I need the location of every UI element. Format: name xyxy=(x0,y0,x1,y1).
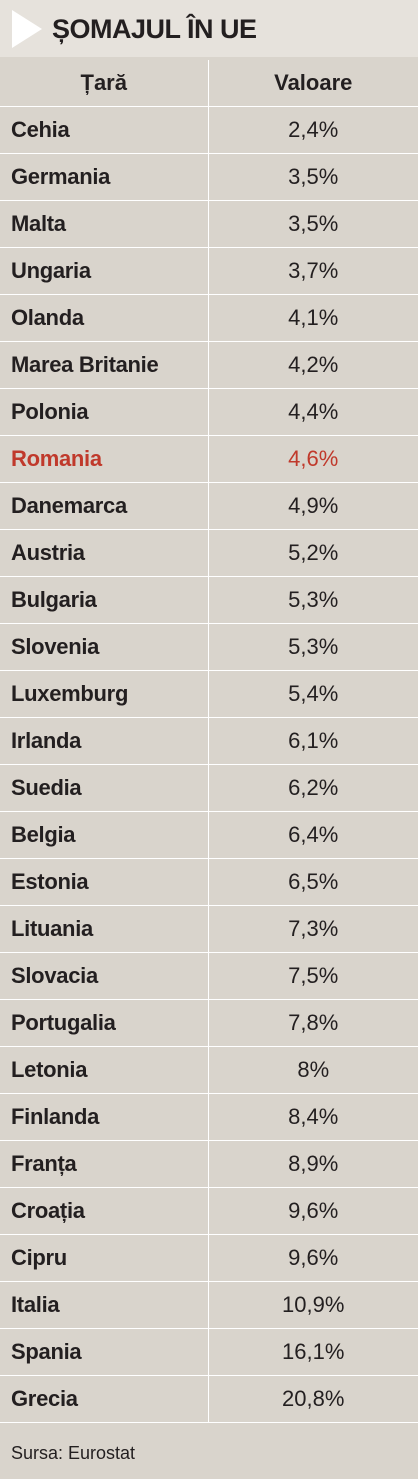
country-cell: Portugalia xyxy=(0,999,209,1047)
value-cell: 4,9% xyxy=(208,482,418,530)
table-row: Croația 9,6% xyxy=(0,1187,418,1235)
value-cell: 6,1% xyxy=(208,717,418,765)
country-cell: Romania xyxy=(0,435,209,483)
table-row: Marea Britanie 4,2% xyxy=(0,341,418,389)
country-cell: Belgia xyxy=(0,811,209,859)
table-row: Olanda 4,1% xyxy=(0,294,418,342)
value-cell: 2,4% xyxy=(208,106,418,154)
value-cell: 7,3% xyxy=(208,905,418,953)
value-cell: 5,2% xyxy=(208,529,418,577)
value-cell: 9,6% xyxy=(208,1187,418,1235)
value-cell: 16,1% xyxy=(208,1328,418,1376)
country-cell: Finlanda xyxy=(0,1093,209,1141)
country-cell: Croația xyxy=(0,1187,209,1235)
table-row: Slovenia 5,3% xyxy=(0,623,418,671)
table-row: Bulgaria 5,3% xyxy=(0,576,418,624)
value-cell: 4,4% xyxy=(208,388,418,436)
column-header-country: Țară xyxy=(0,60,209,107)
table-row: Franța 8,9% xyxy=(0,1140,418,1188)
country-cell: Germania xyxy=(0,153,209,201)
value-cell: 4,6% xyxy=(208,435,418,483)
table-row: Finlanda 8,4% xyxy=(0,1093,418,1141)
value-cell: 5,3% xyxy=(208,623,418,671)
value-cell: 8,4% xyxy=(208,1093,418,1141)
country-cell: Spania xyxy=(0,1328,209,1376)
table-row: Cehia 2,4% xyxy=(0,106,418,154)
unemployment-table: Țară Valoare Cehia 2,4% Germania 3,5% Malta 3… xyxy=(0,60,418,1423)
value-cell: 4,2% xyxy=(208,341,418,389)
table-row: Italia 10,9% xyxy=(0,1281,418,1329)
table-row: Slovacia 7,5% xyxy=(0,952,418,1000)
value-cell: 5,3% xyxy=(208,576,418,624)
table-row: Grecia 20,8% xyxy=(0,1375,418,1423)
table-row: Romania 4,6% xyxy=(0,435,418,483)
value-cell: 9,6% xyxy=(208,1234,418,1282)
value-cell: 20,8% xyxy=(208,1375,418,1423)
table-row: Estonia 6,5% xyxy=(0,858,418,906)
title-bar: ȘOMAJUL ÎN UE xyxy=(0,0,418,57)
value-cell: 5,4% xyxy=(208,670,418,718)
country-cell: Bulgaria xyxy=(0,576,209,624)
table-row: Irlanda 6,1% xyxy=(0,717,418,765)
value-cell: 7,5% xyxy=(208,952,418,1000)
table-row: Malta 3,5% xyxy=(0,200,418,248)
country-cell: Estonia xyxy=(0,858,209,906)
value-cell: 3,5% xyxy=(208,200,418,248)
table-row: Portugalia 7,8% xyxy=(0,999,418,1047)
table-row: Danemarca 4,9% xyxy=(0,482,418,530)
table-row: Letonia 8% xyxy=(0,1046,418,1094)
country-cell: Olanda xyxy=(0,294,209,342)
table-row: Belgia 6,4% xyxy=(0,811,418,859)
country-cell: Luxemburg xyxy=(0,670,209,718)
country-cell: Irlanda xyxy=(0,717,209,765)
country-cell: Danemarca xyxy=(0,482,209,530)
country-cell: Letonia xyxy=(0,1046,209,1094)
page-title: ȘOMAJUL ÎN UE xyxy=(52,14,257,44)
column-header-value: Valoare xyxy=(208,60,418,107)
value-cell: 3,5% xyxy=(208,153,418,201)
country-cell: Slovacia xyxy=(0,952,209,1000)
table-row: Polonia 4,4% xyxy=(0,388,418,436)
value-cell: 8,9% xyxy=(208,1140,418,1188)
value-cell: 3,7% xyxy=(208,247,418,295)
country-cell: Cehia xyxy=(0,106,209,154)
arrow-right-icon xyxy=(12,10,42,48)
value-cell: 4,1% xyxy=(208,294,418,342)
value-cell: 6,5% xyxy=(208,858,418,906)
value-cell: 7,8% xyxy=(208,999,418,1047)
table-header-row: Țară Valoare xyxy=(0,60,418,107)
country-cell: Ungaria xyxy=(0,247,209,295)
table-row: Ungaria 3,7% xyxy=(0,247,418,295)
country-cell: Marea Britanie xyxy=(0,341,209,389)
table-row: Luxemburg 5,4% xyxy=(0,670,418,718)
value-cell: 6,2% xyxy=(208,764,418,812)
table-row: Spania 16,1% xyxy=(0,1328,418,1376)
country-cell: Italia xyxy=(0,1281,209,1329)
country-cell: Austria xyxy=(0,529,209,577)
country-cell: Cipru xyxy=(0,1234,209,1282)
country-cell: Slovenia xyxy=(0,623,209,671)
country-cell: Suedia xyxy=(0,764,209,812)
country-cell: Grecia xyxy=(0,1375,209,1423)
table-row: Cipru 9,6% xyxy=(0,1234,418,1282)
value-cell: 10,9% xyxy=(208,1281,418,1329)
country-cell: Polonia xyxy=(0,388,209,436)
table-row: Austria 5,2% xyxy=(0,529,418,577)
table-body: Cehia 2,4% Germania 3,5% Malta 3,5% Ungaria 3,7… xyxy=(0,106,418,1423)
value-cell: 6,4% xyxy=(208,811,418,859)
country-cell: Malta xyxy=(0,200,209,248)
table-row: Germania 3,5% xyxy=(0,153,418,201)
source-note: Sursa: Eurostat xyxy=(11,1443,136,1463)
country-cell: Lituania xyxy=(0,905,209,953)
table-row: Lituania 7,3% xyxy=(0,905,418,953)
value-cell: 8% xyxy=(208,1046,418,1094)
country-cell: Franța xyxy=(0,1140,209,1188)
table-row: Suedia 6,2% xyxy=(0,764,418,812)
